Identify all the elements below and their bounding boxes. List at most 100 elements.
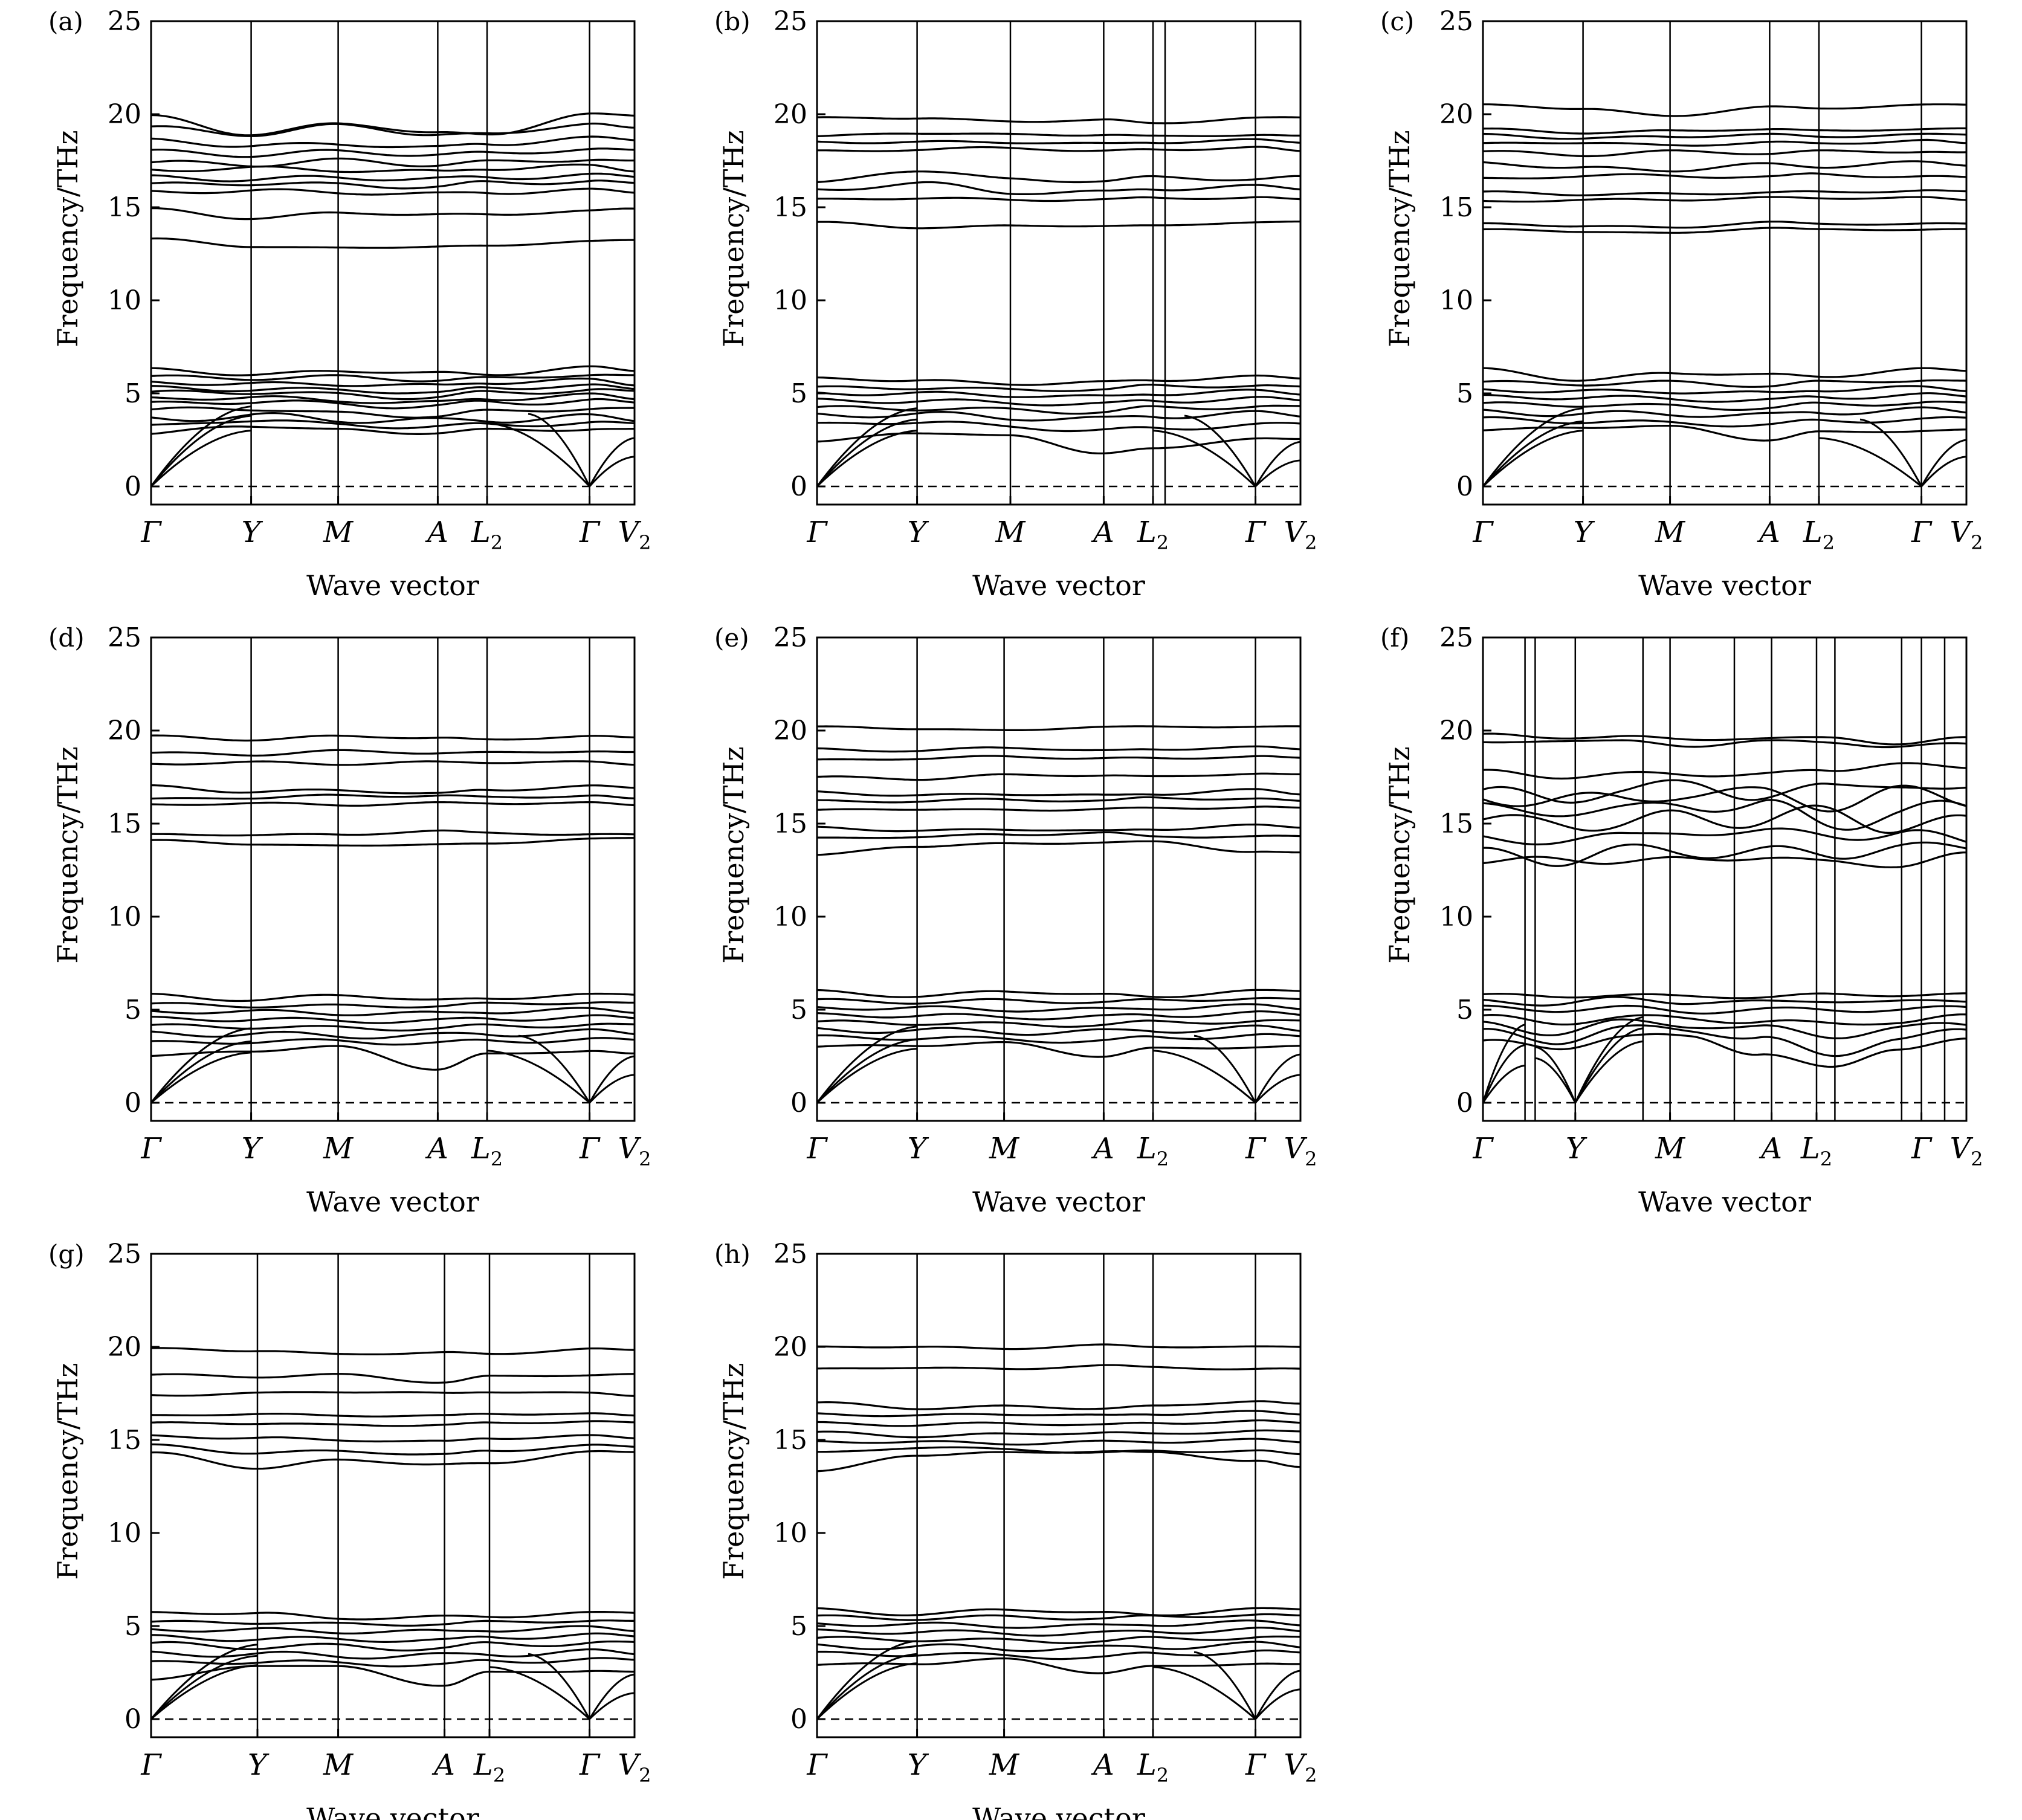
phonon-band: [1483, 1024, 1966, 1057]
kpoint-label-name: A: [1091, 1132, 1114, 1166]
y-tick-label: 20: [108, 99, 141, 130]
phonon-band: [817, 1619, 1300, 1629]
kpoint-label-name: V: [1949, 515, 1973, 549]
y-axis-title: Frequency/THz: [51, 130, 84, 347]
kpoint-label-subscript: 2: [1305, 1147, 1317, 1170]
phonon-band: [151, 207, 635, 221]
phonon-band: [151, 793, 635, 800]
phonon-band: [1483, 127, 1966, 135]
phonon-band: [1483, 416, 1966, 428]
plot-frame: [816, 20, 1302, 506]
acoustic-branch: [817, 1662, 917, 1720]
dispersion-curves: [817, 116, 1300, 488]
dispersion-curves: [151, 112, 635, 488]
kpoint-label-name: L: [471, 515, 491, 549]
phonon-band: [817, 788, 1300, 797]
kpoint-label-name: L: [1137, 515, 1157, 549]
acoustic-branch: [1483, 407, 1583, 487]
kpoint-label-name: M: [323, 1748, 354, 1782]
kpoint-label-name: Γ: [140, 515, 162, 549]
kpoint-label: V2: [618, 515, 651, 554]
kpoint-label: Γ: [806, 1132, 828, 1166]
kpoint-label: Γ: [1472, 515, 1494, 549]
kpoint-label: Γ: [806, 1748, 828, 1782]
y-tick-label: 20: [774, 715, 807, 746]
phonon-band: [1483, 739, 1966, 749]
kpoint-label: Y: [908, 515, 929, 549]
dispersion-curves: [1483, 103, 1966, 488]
phonon-band: [151, 734, 635, 742]
phonon-band: [817, 138, 1300, 144]
phonon-band: [817, 725, 1300, 731]
kpoint-label: A: [425, 1132, 448, 1166]
phonon-band: [1483, 379, 1966, 388]
y-tick-label: 0: [790, 1704, 807, 1735]
kpoint-label: Y: [248, 1748, 270, 1782]
kpoint-label-subscript: 2: [639, 531, 651, 554]
panel-label: (a): [48, 7, 83, 36]
kpoint-label: L2: [471, 515, 503, 554]
kpoint-label-name: Γ: [579, 1748, 601, 1782]
phonon-band: [817, 831, 1300, 839]
phonon-band: [1483, 779, 1966, 804]
phonon-band: [151, 1347, 635, 1355]
y-tick-label: 25: [774, 622, 807, 653]
acoustic-branch: [486, 1050, 590, 1104]
kpoint-label-name: V: [618, 515, 641, 549]
kpoint-label-subscript: 2: [1157, 1764, 1169, 1787]
phonon-band: [817, 840, 1300, 856]
phonon-band: [151, 1391, 635, 1397]
phonon-band: [817, 745, 1300, 753]
kpoint-label-name: A: [425, 515, 448, 549]
acoustic-branch: [589, 1055, 635, 1103]
y-tick-label: 15: [774, 808, 807, 839]
phonon-band: [817, 404, 1300, 415]
panel-label: (e): [714, 623, 749, 653]
kpoint-label: L2: [1803, 515, 1835, 554]
acoustic-branch: [151, 1027, 251, 1103]
phonon-band: [151, 760, 635, 766]
phonon-band: [817, 1003, 1300, 1013]
phonon-band: [817, 132, 1300, 138]
plot-frame: [150, 636, 636, 1122]
acoustic-branch: [1920, 456, 1966, 487]
kpoint-label: L2: [473, 1748, 505, 1787]
phonon-band: [1483, 762, 1966, 780]
phonon-band: [1483, 103, 1966, 117]
kpoint-label-name: L: [471, 1132, 491, 1166]
phonon-band: [151, 1619, 635, 1627]
kpoint-label: A: [1091, 1748, 1114, 1782]
phonon-band: [151, 237, 635, 249]
phonon-band: [817, 1450, 1300, 1473]
y-tick-label: 20: [108, 1332, 141, 1363]
x-axis-title: Wave vector: [972, 1802, 1145, 1820]
phonon-band: [151, 392, 635, 404]
phonon-band: [1483, 172, 1966, 179]
plot-frame: [816, 1253, 1302, 1738]
y-tick-label: 25: [774, 6, 807, 37]
acoustic-branch: [1483, 1024, 1526, 1103]
phonon-band: [817, 1419, 1300, 1427]
phonon-band: [1483, 196, 1966, 203]
phonon-band: [151, 1007, 635, 1016]
phonon-band: [151, 1632, 635, 1643]
kpoint-label-subscript: 2: [493, 1764, 505, 1787]
phonon-band: [151, 1037, 635, 1046]
acoustic-branch: [589, 1074, 635, 1104]
panel-label: (b): [714, 7, 751, 36]
phonon-band: [151, 122, 635, 137]
phonon-band: [151, 1450, 635, 1470]
acoustic-branch: [151, 1040, 251, 1104]
phonon-band: [817, 181, 1300, 195]
kpoint-label-name: A: [1091, 1748, 1114, 1782]
phonon-band: [817, 1019, 1300, 1028]
y-tick-label: 25: [108, 1239, 141, 1270]
acoustic-branch: [1920, 439, 1966, 487]
kpoint-label-subscript: 2: [639, 1147, 651, 1170]
phonon-band: [817, 823, 1300, 833]
plot-frame: [150, 1253, 636, 1738]
kpoint-label-name: Y: [908, 515, 929, 549]
